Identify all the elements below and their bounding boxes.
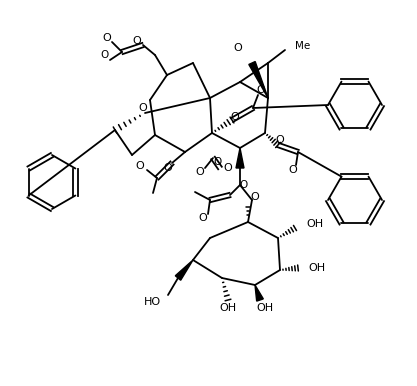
Text: O: O — [163, 163, 172, 173]
Text: O: O — [234, 43, 242, 53]
Text: O: O — [133, 36, 141, 46]
Text: O: O — [101, 50, 109, 60]
Text: O: O — [251, 192, 259, 202]
Text: OH: OH — [219, 303, 236, 313]
Text: O: O — [103, 33, 111, 43]
Text: O: O — [256, 85, 265, 95]
Text: O: O — [138, 103, 147, 113]
Text: O: O — [231, 112, 239, 122]
Text: O: O — [224, 163, 232, 173]
Text: OH: OH — [306, 219, 323, 229]
Text: O: O — [136, 161, 144, 171]
Text: O: O — [196, 167, 204, 177]
Text: OH: OH — [308, 263, 325, 273]
Polygon shape — [249, 61, 268, 98]
Text: OH: OH — [256, 303, 274, 313]
Text: O: O — [276, 135, 284, 145]
Text: O: O — [289, 165, 297, 175]
Text: O: O — [214, 157, 222, 167]
Text: Me: Me — [295, 41, 310, 51]
Polygon shape — [175, 260, 193, 280]
Polygon shape — [236, 148, 244, 168]
Text: O: O — [198, 213, 207, 223]
Polygon shape — [255, 285, 263, 301]
Text: HO: HO — [144, 297, 161, 307]
Text: O: O — [240, 180, 248, 190]
